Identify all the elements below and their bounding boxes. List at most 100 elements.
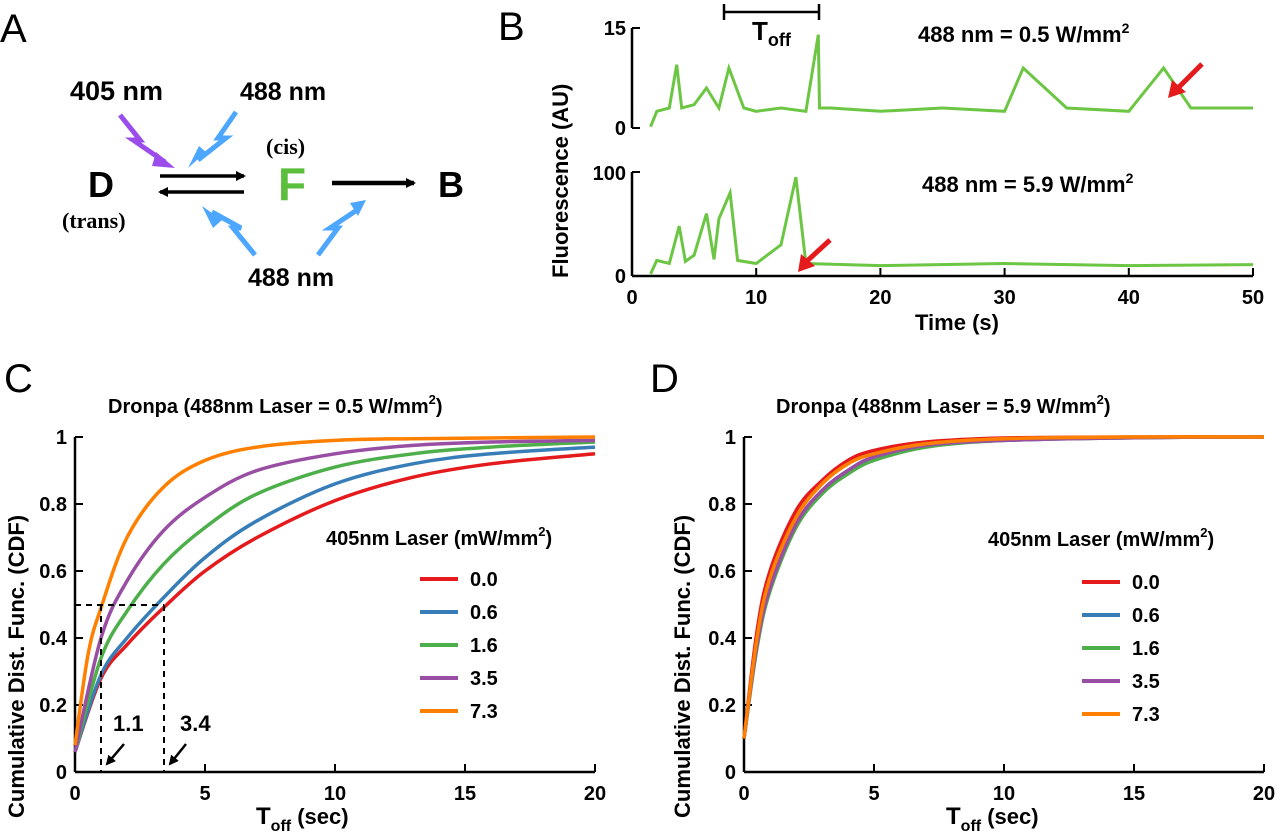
panel-c-xlabel-sub: off xyxy=(271,818,292,835)
b-bottom-trace xyxy=(649,176,1254,275)
y-tick-label: 0.8 xyxy=(708,494,736,516)
state-f-cis: (cis) xyxy=(266,134,305,159)
top-power-label: 488 nm = 0.5 W/mm xyxy=(918,22,1122,47)
svg-text:488 nm = 0.5 W/mm2: 488 nm = 0.5 W/mm2 xyxy=(918,20,1130,47)
legend-label: 0.0 xyxy=(1132,572,1160,594)
cdf-curve-0.6 xyxy=(73,445,596,753)
state-d: D xyxy=(88,164,114,205)
cdf-curve-7.3 xyxy=(742,435,1265,739)
panel-d-xlabel-sub: off xyxy=(961,818,982,835)
b-bottom-ytick-label: 100 xyxy=(593,163,626,185)
blue-arrow-head-bottom-left xyxy=(202,206,222,228)
panel-c: C Dronpa (488nm Laser = 0.5 W/mm2) Cumul… xyxy=(4,357,606,835)
blue-lightning-arrow-bottom-left xyxy=(210,209,257,257)
panel-d-title: Dronpa (488nm Laser = 5.9 W/mm xyxy=(776,396,1097,418)
svg-text:488 nm = 5.9 W/mm2: 488 nm = 5.9 W/mm2 xyxy=(922,170,1134,197)
b-xtick-label: 20 xyxy=(869,287,891,309)
cdf-curve-1.6 xyxy=(73,440,596,753)
annot-3-4-arrow xyxy=(168,743,187,766)
fluorescence-trace xyxy=(649,34,1253,128)
legend-label: 1.6 xyxy=(470,635,498,657)
x-tick-label: 15 xyxy=(454,783,476,805)
y-tick-label: 0.8 xyxy=(39,494,67,516)
legend-label: 0.6 xyxy=(470,602,498,624)
b-top-ytick-label: 0 xyxy=(615,118,626,140)
panel-c-letter: C xyxy=(4,357,33,401)
panel-d: D Dronpa (488nm Laser = 5.9 W/mm2) Cumul… xyxy=(650,357,1275,835)
panel-b-ylabel: Fluorescence (AU) xyxy=(548,84,573,278)
y-tick-label: 0.4 xyxy=(708,628,737,650)
x-tick-label: 20 xyxy=(1253,783,1275,805)
panel-b-letter: B xyxy=(498,5,525,49)
state-b: B xyxy=(438,164,464,205)
panel-b: B Fluorescence (AU) Toff 488 nm = 0.5 W/… xyxy=(498,4,1264,335)
panel-c-xlabel-unit: (sec) xyxy=(291,804,348,829)
toff-bar-label-sub: off xyxy=(768,30,792,50)
annot-1-1-arrow xyxy=(105,743,125,766)
blue-lightning-arrow-top xyxy=(196,110,239,162)
violet-arrow-head xyxy=(152,152,175,168)
legend-label: 7.3 xyxy=(1132,704,1160,726)
panel-c-ylabel: Cumulative Dist. Func. (CDF) xyxy=(4,515,29,818)
annot-1-1: 1.1 xyxy=(113,711,144,736)
label-488nm-bottom: 488 nm xyxy=(248,264,334,292)
x-tick-label: 5 xyxy=(868,783,879,805)
panel-d-legend: 0.0 0.6 1.6 3.5 7.3 xyxy=(1082,572,1160,726)
panel-c-title-sup: 2 xyxy=(429,392,436,407)
blue-lightning-arrow-bottom-right xyxy=(315,207,359,257)
panel-d-title-end: ) xyxy=(1104,396,1111,418)
b-xtick-label: 40 xyxy=(1118,287,1140,309)
cdf-curve-3.5 xyxy=(73,438,596,753)
panel-d-axes: 00.20.40.60.810 5 10 15 20 xyxy=(708,427,1275,805)
b-xtick-label: 30 xyxy=(993,287,1015,309)
svg-text:Toff (sec): Toff (sec) xyxy=(946,803,1039,835)
x-tick-label: 0 xyxy=(738,783,749,805)
panel-c-legend-title-end: ) xyxy=(546,528,553,550)
y-tick-label: 0.2 xyxy=(39,695,67,717)
toff-bar-label: T xyxy=(752,16,768,46)
x-tick-label: 0 xyxy=(69,783,80,805)
panel-c-legend-title-sup: 2 xyxy=(538,524,545,539)
panel-a: A 405 nm 488 nm 488 nm D (trans) (cis) F… xyxy=(0,7,464,292)
b-xtick-label: 0 xyxy=(626,287,637,309)
b-top-trace xyxy=(649,34,1253,128)
legend-label: 0.6 xyxy=(1132,605,1160,627)
blue-arrow-head-top xyxy=(188,146,206,168)
panel-c-axes: 00.20.40.60.810 5 10 15 20 xyxy=(39,427,606,805)
b-bottom-ytick-label: 0 xyxy=(615,266,626,288)
svg-text:405nm Laser (mW/mm2): 405nm Laser (mW/mm2) xyxy=(326,524,552,550)
y-tick-label: 0 xyxy=(56,762,67,784)
b-top-ytick-label: 15 xyxy=(604,18,626,40)
y-tick-label: 0.4 xyxy=(39,628,68,650)
state-d-trans: (trans) xyxy=(62,208,126,233)
panel-d-letter: D xyxy=(650,357,679,401)
panel-d-xlabel: T xyxy=(946,803,961,830)
panel-c-title: Dronpa (488nm Laser = 0.5 W/mm xyxy=(108,396,429,418)
top-power-label-sup: 2 xyxy=(1122,20,1130,36)
panel-c-curves xyxy=(73,435,596,753)
legend-label: 0.0 xyxy=(470,569,498,591)
panel-d-xlabel-unit: (sec) xyxy=(981,804,1038,829)
panel-d-curves xyxy=(742,435,1265,739)
svg-text:Dronpa (488nm Laser = 5.9 W/mm: Dronpa (488nm Laser = 5.9 W/mm2) xyxy=(776,392,1111,418)
b-xtick-label: 50 xyxy=(1242,287,1264,309)
red-arrow-bottom-head xyxy=(798,254,815,272)
panel-d-legend-title-end: ) xyxy=(1208,529,1215,551)
label-405nm: 405 nm xyxy=(70,76,163,106)
red-arrow-bottom-shaft xyxy=(804,238,832,264)
panel-d-legend-title-sup: 2 xyxy=(1200,525,1207,540)
panel-b-xlabel: Time (s) xyxy=(915,310,999,335)
b-xtick-label: 10 xyxy=(745,287,767,309)
b-xticks: 0 10 20 30 40 50 xyxy=(626,268,1264,309)
annot-3-4: 3.4 xyxy=(180,711,211,736)
legend-label: 1.6 xyxy=(1132,638,1160,660)
legend-label: 3.5 xyxy=(1132,671,1160,693)
y-tick-label: 0.6 xyxy=(708,561,736,583)
y-tick-label: 0.6 xyxy=(39,561,67,583)
x-tick-label: 10 xyxy=(324,783,346,805)
toff-bar: Toff xyxy=(722,4,821,50)
label-488nm-top: 488 nm xyxy=(240,78,326,106)
y-tick-label: 1 xyxy=(56,427,67,449)
panel-d-legend-title: 405nm Laser (mW/mm xyxy=(988,529,1200,551)
fluorescence-trace xyxy=(649,176,1254,275)
